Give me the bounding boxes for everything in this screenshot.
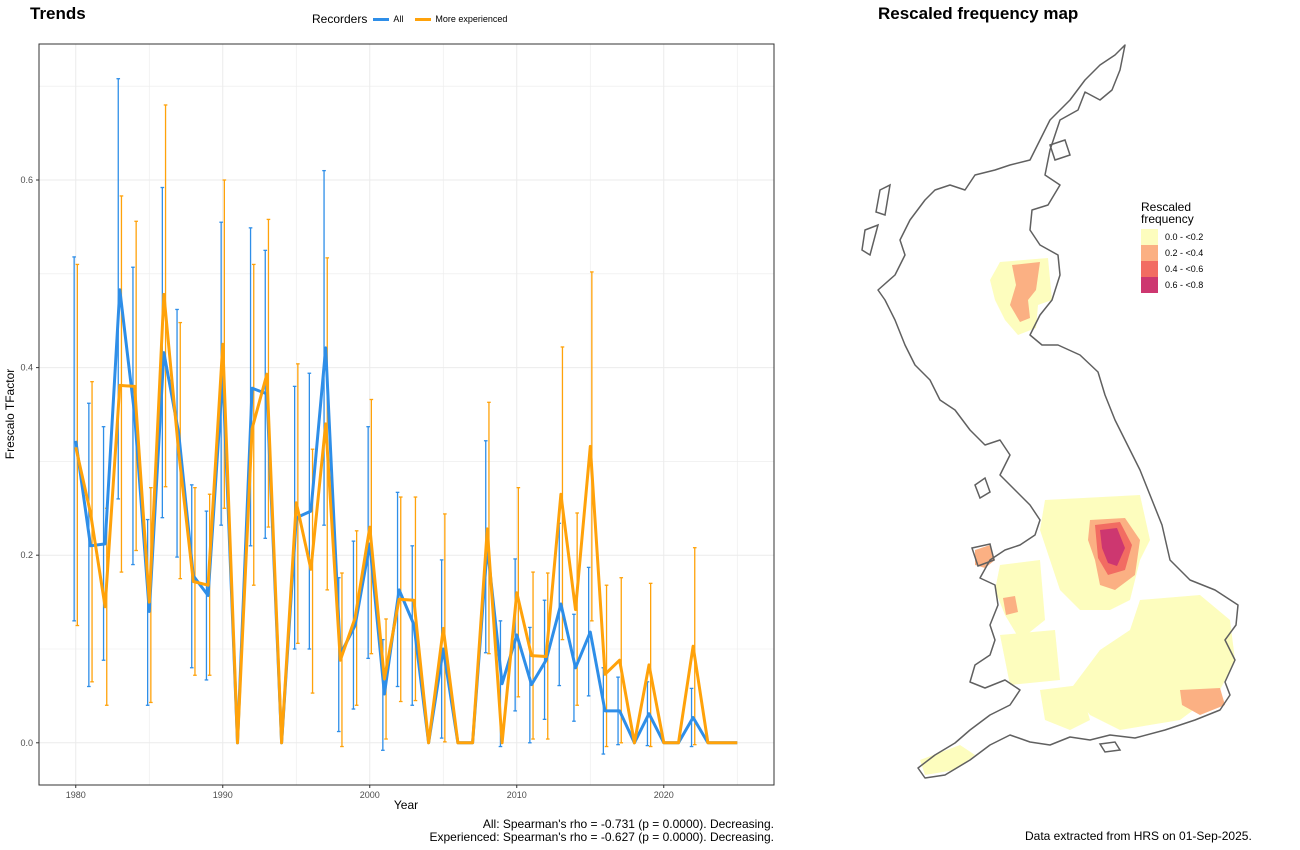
map-legend-swatch: [1141, 245, 1158, 261]
map-legend-label: 0.4 - <0.6: [1165, 264, 1204, 274]
orkney: [1049, 139, 1071, 161]
isle-of-man: [974, 476, 991, 500]
stats-experienced: Experienced: Spearman's rho = -0.627 (p …: [429, 830, 775, 844]
gb-outline: [877, 44, 1239, 779]
legend-title: Recorders: [312, 12, 368, 26]
trends-title: Trends: [30, 4, 86, 23]
map-legend-label: 0.6 - <0.8: [1165, 280, 1204, 290]
map-legend-items: 0.0 - <0.2 0.2 - <0.4 0.4 - <0.6 0.6 - <0.8: [1141, 229, 1203, 293]
map-legend-label: 0.2 - <0.4: [1165, 248, 1204, 258]
map-legend-item: 0.4 - <0.6: [1141, 261, 1203, 277]
anglesey: [971, 543, 995, 567]
map-legend-swatch: [1141, 277, 1158, 293]
stats-all: All: Spearman's rho = -0.731 (p = 0.0000…: [482, 817, 774, 831]
x-axis-label: Year: [394, 798, 418, 812]
x-tick-label: 1990: [213, 790, 233, 800]
gridlines: [39, 44, 774, 785]
y-tick-label: 0.2: [20, 550, 33, 560]
trend-chart: 1980 1990 2000 2010 2020 0.0 0.2 0.4 0.6 Year F…: [3, 43, 775, 812]
plot-frame: [38, 43, 775, 786]
map-legend-item: 0.6 - <0.8: [1141, 277, 1203, 293]
map-legend-item: 0.2 - <0.4: [1141, 245, 1203, 261]
legend-swatch-all: [373, 17, 390, 21]
series-lines: [74, 288, 738, 745]
x-tick-label: 2020: [654, 790, 674, 800]
x-tick-label: 2000: [360, 790, 380, 800]
x-axis-ticks: 1980 1990 2000 2010 2020: [66, 785, 674, 800]
legend-label-all: All: [393, 14, 404, 24]
stats-note: All: Spearman's rho = -0.731 (p = 0.0000…: [74, 817, 775, 844]
map-legend-swatch: [1141, 229, 1158, 245]
y-axis-label: Frescalo TFactor: [3, 369, 17, 459]
map-legend: Rescaled frequency 0.0 - <0.2 0.2 - <0.4 0…: [1141, 201, 1203, 293]
series-line-experienced: [74, 292, 738, 745]
isle-of-wight: [1098, 741, 1122, 753]
uk-map: [861, 44, 1239, 779]
chart-legend: Recorders All More experienced: [312, 11, 507, 27]
map-title: Rescaled frequency map: [878, 4, 1079, 23]
map-legend-item: 0.0 - <0.2: [1141, 229, 1203, 245]
frequency-cells: [920, 258, 1235, 775]
map-legend-label: 0.0 - <0.2: [1165, 232, 1204, 242]
y-tick-label: 0.0: [20, 738, 33, 748]
x-tick-label: 2010: [507, 790, 527, 800]
map-legend-swatch: [1141, 261, 1158, 277]
y-axis-ticks: 0.0 0.2 0.4 0.6: [20, 175, 39, 748]
y-tick-label: 0.6: [20, 175, 33, 185]
legend-swatch-experienced: [415, 17, 432, 21]
map-legend-title-1: Rescaled: [1141, 200, 1192, 214]
legend-label-experienced: More experienced: [435, 14, 508, 24]
data-note: Data extracted from HRS on 01-Sep-2025.: [1025, 829, 1252, 843]
y-tick-label: 0.4: [20, 363, 33, 373]
x-tick-label: 1980: [66, 790, 86, 800]
hebrides: [861, 183, 891, 257]
map-legend-title-2: frequency: [1141, 212, 1194, 226]
